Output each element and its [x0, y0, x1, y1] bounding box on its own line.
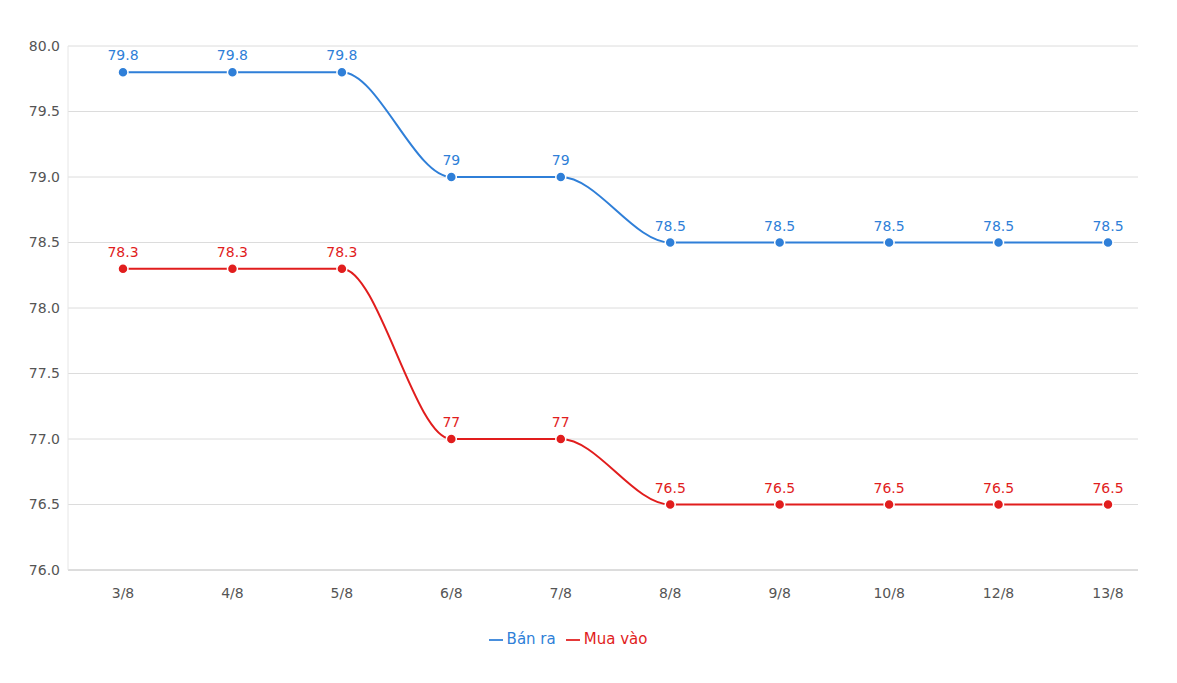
svg-text:78.3: 78.3	[107, 244, 138, 260]
svg-text:4/8: 4/8	[221, 585, 244, 601]
svg-text:79: 79	[442, 152, 460, 168]
svg-text:79.5: 79.5	[29, 103, 60, 119]
svg-text:78.0: 78.0	[29, 300, 60, 316]
svg-text:77: 77	[442, 414, 460, 430]
svg-text:8/8: 8/8	[659, 585, 682, 601]
svg-text:12/8: 12/8	[983, 585, 1014, 601]
svg-text:78.3: 78.3	[326, 244, 357, 260]
svg-text:76.0: 76.0	[29, 562, 60, 578]
svg-text:76.5: 76.5	[655, 480, 686, 496]
svg-text:76.5: 76.5	[983, 480, 1014, 496]
svg-text:79.8: 79.8	[217, 47, 248, 63]
svg-text:76.5: 76.5	[874, 480, 905, 496]
svg-text:76.5: 76.5	[764, 480, 795, 496]
svg-text:79.0: 79.0	[29, 169, 60, 185]
svg-text:79.8: 79.8	[107, 47, 138, 63]
svg-text:78.5: 78.5	[764, 218, 795, 234]
svg-text:9/8: 9/8	[768, 585, 791, 601]
svg-text:76.5: 76.5	[1092, 480, 1123, 496]
svg-text:77: 77	[552, 414, 570, 430]
svg-text:5/8: 5/8	[331, 585, 354, 601]
svg-text:78.5: 78.5	[874, 218, 905, 234]
svg-text:78.5: 78.5	[983, 218, 1014, 234]
svg-text:78.5: 78.5	[655, 218, 686, 234]
html-text:Mua vào: Mua vào	[583, 630, 648, 648]
svg-text:77.5: 77.5	[29, 365, 60, 381]
svg-text:6/8: 6/8	[440, 585, 463, 601]
svg-text:10/8: 10/8	[873, 585, 904, 601]
svg-text:79: 79	[552, 152, 570, 168]
svg-text:13/8: 13/8	[1092, 585, 1123, 601]
svg-text:80.0: 80.0	[29, 38, 60, 54]
svg-text:7/8: 7/8	[550, 585, 573, 601]
svg-text:78.3: 78.3	[217, 244, 248, 260]
svg-text:78.5: 78.5	[29, 234, 60, 250]
svg-text:3/8: 3/8	[112, 585, 135, 601]
html-text:Bán ra: Bán ra	[506, 630, 556, 648]
svg-text:79.8: 79.8	[326, 47, 357, 63]
svg-text:76.5: 76.5	[29, 496, 60, 512]
svg-text:78.5: 78.5	[1092, 218, 1123, 234]
svg-text:77.0: 77.0	[29, 431, 60, 447]
